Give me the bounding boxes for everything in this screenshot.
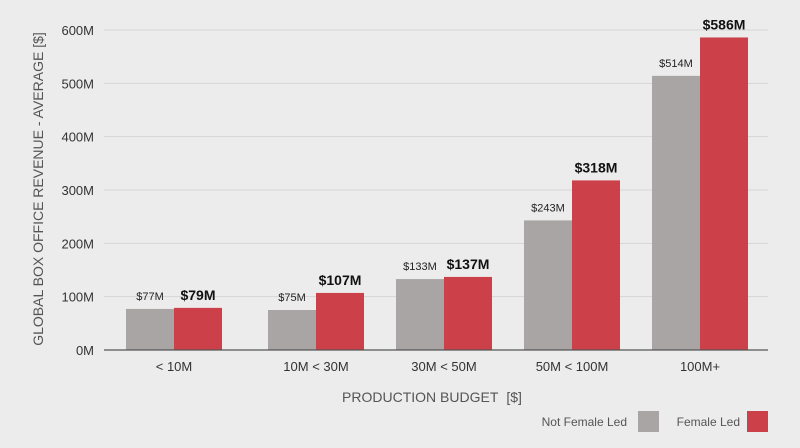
bar-not-female-led xyxy=(126,308,174,350)
bar-not-female-led xyxy=(652,75,700,350)
data-label-not-female-led: $77M xyxy=(136,291,164,303)
data-label-female-led: $137M xyxy=(447,256,490,272)
data-labels: $77M $79M $75M $107M $133M $137M $243M $318M $51… xyxy=(136,16,745,304)
y-tick-label: 600M xyxy=(61,23,94,38)
data-label-not-female-led: $133M xyxy=(403,261,437,273)
data-label-female-led: $318M xyxy=(575,159,618,175)
legend-swatch-female-led xyxy=(747,411,768,432)
x-tick-label: 100M+ xyxy=(680,359,720,374)
bar-female-led xyxy=(444,276,492,350)
bar-not-female-led xyxy=(524,220,572,350)
y-axis-title: GLOBAL BOX OFFICE REVENUE - AVERAGE [$] xyxy=(30,32,46,346)
legend-label-not-female-led: Not Female Led xyxy=(542,415,627,429)
y-tick-label: 0M xyxy=(76,343,94,358)
y-tick-label: 200M xyxy=(61,236,94,251)
x-tick-label: 50M < 100M xyxy=(536,359,609,374)
x-axis-ticks: < 10M 10M < 30M 30M < 50M 50M < 100M 100M+ xyxy=(156,359,720,374)
data-label-female-led: $586M xyxy=(703,16,746,32)
x-axis-title-unit: [$] xyxy=(506,389,522,405)
y-tick-label: 100M xyxy=(61,290,94,305)
legend-swatch-not-female-led xyxy=(638,411,659,432)
x-tick-label: 30M < 50M xyxy=(411,359,476,374)
bars xyxy=(126,37,748,350)
data-label-female-led: $79M xyxy=(180,287,215,303)
bar-not-female-led xyxy=(396,279,444,350)
x-axis-title: PRODUCTION BUDGET [$] xyxy=(342,389,522,405)
legend: Not Female Led Female Led xyxy=(542,411,768,432)
bar-female-led xyxy=(700,37,748,350)
x-axis-title-text: PRODUCTION BUDGET xyxy=(342,389,499,405)
legend-label-female-led: Female Led xyxy=(677,415,740,429)
y-tick-label: 500M xyxy=(61,76,94,91)
x-tick-label: < 10M xyxy=(156,359,193,374)
bar-female-led xyxy=(174,307,222,350)
data-label-not-female-led: $243M xyxy=(531,202,565,214)
bar-female-led xyxy=(572,180,620,350)
y-tick-label: 300M xyxy=(61,183,94,198)
x-tick-label: 10M < 30M xyxy=(283,359,348,374)
data-label-female-led: $107M xyxy=(319,272,362,288)
bar-female-led xyxy=(316,292,364,350)
y-axis-ticks: 0M 100M 200M 300M 400M 500M 600M xyxy=(61,23,94,358)
data-label-not-female-led: $75M xyxy=(278,292,306,304)
y-tick-label: 400M xyxy=(61,130,94,145)
bar-not-female-led xyxy=(268,310,316,350)
data-label-not-female-led: $514M xyxy=(659,58,693,70)
